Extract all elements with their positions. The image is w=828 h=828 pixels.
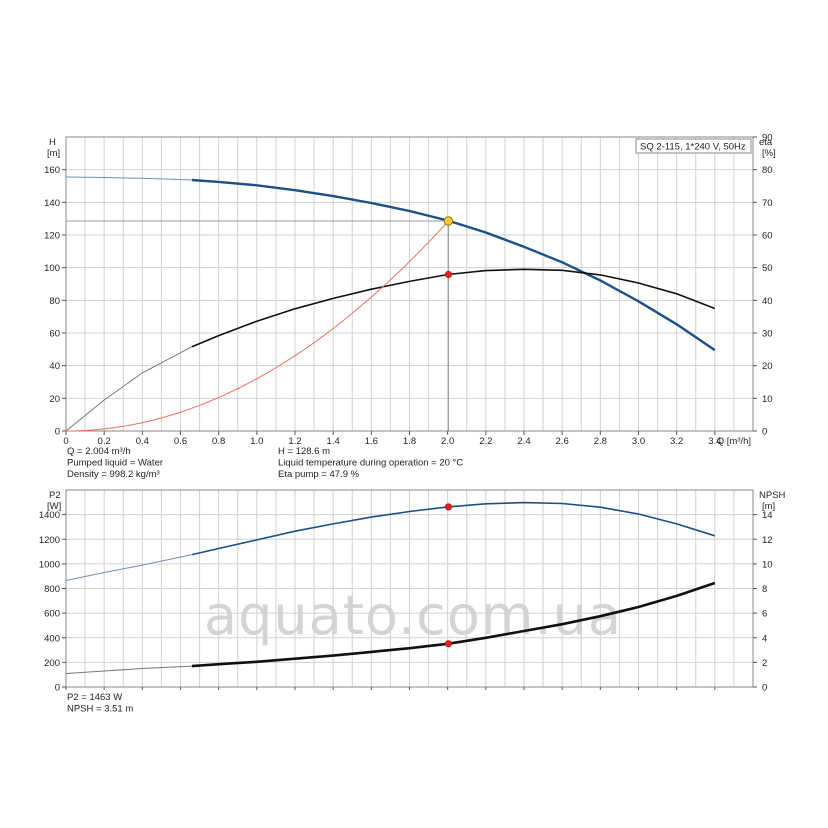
x-tick-label: 0.6 (174, 436, 187, 447)
info-left-line: NPSH = 3.51 m (67, 704, 133, 715)
x-tick-label: 1.4 (327, 436, 340, 447)
y-left-axis-unit: [W] (47, 501, 61, 512)
y-left-tick-label: 400 (44, 633, 60, 644)
y-right-axis-unit: [m] (762, 501, 775, 512)
y-right-tick-label: 30 (762, 329, 773, 340)
series-line-1-thin (65, 554, 193, 581)
x-tick-label: 1.0 (250, 436, 263, 447)
y-left-tick-label: 1400 (39, 510, 60, 521)
y-left-tick-label: 200 (44, 658, 60, 669)
y-left-tick-label: 140 (44, 198, 60, 209)
y-right-axis-label: eta (759, 137, 773, 148)
y-right-tick-label: 40 (762, 296, 773, 307)
x-tick-label: 3.0 (632, 436, 645, 447)
chart-panel-2: 0 200 400 600 800 1000 1200 1400 0 2 4 6 8 10 12 14 P2[W… (39, 489, 786, 715)
y-left-axis-label: P2 (49, 490, 61, 501)
x-tick-label: 0.4 (136, 436, 149, 447)
info-left-line: Density = 998.2 kg/m³ (67, 469, 160, 480)
x-tick-label: 2.0 (441, 436, 454, 447)
y-left-axis-label: H (49, 137, 56, 148)
y-right-tick-label: 10 (762, 559, 773, 570)
x-tick-label: 1.8 (403, 436, 416, 447)
y-right-tick-label: 60 (762, 231, 773, 242)
y-right-tick-label: 6 (762, 609, 767, 620)
y-left-tick-label: 1200 (39, 535, 60, 546)
y-right-axis-label: NPSH (759, 490, 786, 501)
info-right-line: Eta pump = 47.9 % (278, 469, 360, 480)
info-right-line: H = 128.6 m (278, 446, 330, 457)
chart-title-box (635, 138, 752, 154)
x-tick-label: 2.6 (556, 436, 569, 447)
y-right-tick-label: 0 (762, 683, 767, 694)
y-left-tick-label: 80 (49, 296, 60, 307)
x-tick-label: 3.4 (708, 436, 721, 447)
system-curve-line (65, 220, 449, 432)
x-tick-label: 3.2 (670, 436, 683, 447)
x-tick-label: 2.4 (517, 436, 530, 447)
watermark-text: aquato.com.ua (204, 584, 622, 647)
x-tick-label: 2.2 (479, 436, 492, 447)
y-left-axis-unit: [m] (47, 148, 60, 159)
eta-operating-marker (444, 271, 452, 279)
info-left-line: Q = 2.004 m³/h (67, 446, 131, 457)
y-left-tick-label: 160 (44, 165, 60, 176)
duty-point-marker (443, 216, 454, 226)
y-right-tick-label: 4 (762, 633, 767, 644)
info-left-line: P2 = 1463 W (67, 692, 122, 703)
y-left-tick-label: 0 (55, 427, 60, 438)
y-left-tick-label: 120 (44, 231, 60, 242)
info-left-line: Pumped liquid = Water (67, 458, 163, 469)
y-left-tick-label: 600 (44, 609, 60, 620)
x-tick-label: 2.8 (594, 436, 607, 447)
x-tick-label: 0 (63, 436, 68, 447)
x-tick-label: 1.6 (365, 436, 378, 447)
series-line-2-thin (65, 346, 193, 432)
x-tick-label: 0.8 (212, 436, 225, 447)
y-right-tick-label: 10 (762, 394, 773, 405)
y-right-tick-label: 50 (762, 263, 773, 274)
y-left-tick-label: 60 (49, 329, 60, 340)
series-line-2-thin (65, 665, 193, 674)
y-right-tick-label: 8 (762, 584, 767, 595)
y-left-tick-label: 0 (55, 683, 60, 694)
chart-title: SQ 2-115, 1*240 V, 50Hz (640, 142, 746, 153)
y-right-tick-label: 12 (762, 535, 773, 546)
y-right-tick-label: 90 (762, 133, 773, 144)
y-left-tick-label: 20 (49, 394, 60, 405)
y-right-tick-label: 2 (762, 658, 767, 669)
y-left-tick-label: 800 (44, 584, 60, 595)
x-axis-label: Q [m³/h] (717, 436, 751, 447)
y-right-tick-label: 70 (762, 198, 773, 209)
chart-panel-1: 0 20 40 60 80 100 120 140 160 0 10 20 30 40 50 60 70 80 90… (44, 133, 776, 481)
info-right-line: Liquid temperature during operation = 20… (278, 458, 463, 469)
y-right-tick-label: 0 (762, 427, 767, 438)
y-right-tick-label: 80 (762, 165, 773, 176)
x-tick-label: 1.2 (288, 436, 301, 447)
npsh-operating-marker (444, 640, 452, 648)
y-left-tick-label: 40 (49, 361, 60, 372)
series-line-1-thin (65, 176, 193, 181)
y-left-tick-label: 100 (44, 263, 60, 274)
p2-operating-marker (444, 503, 452, 511)
y-right-tick-label: 14 (762, 510, 773, 521)
y-right-axis-unit: [%] (762, 148, 776, 159)
x-tick-label: 0.2 (98, 436, 111, 447)
y-right-tick-label: 20 (762, 361, 773, 372)
y-left-tick-label: 1000 (39, 559, 60, 570)
